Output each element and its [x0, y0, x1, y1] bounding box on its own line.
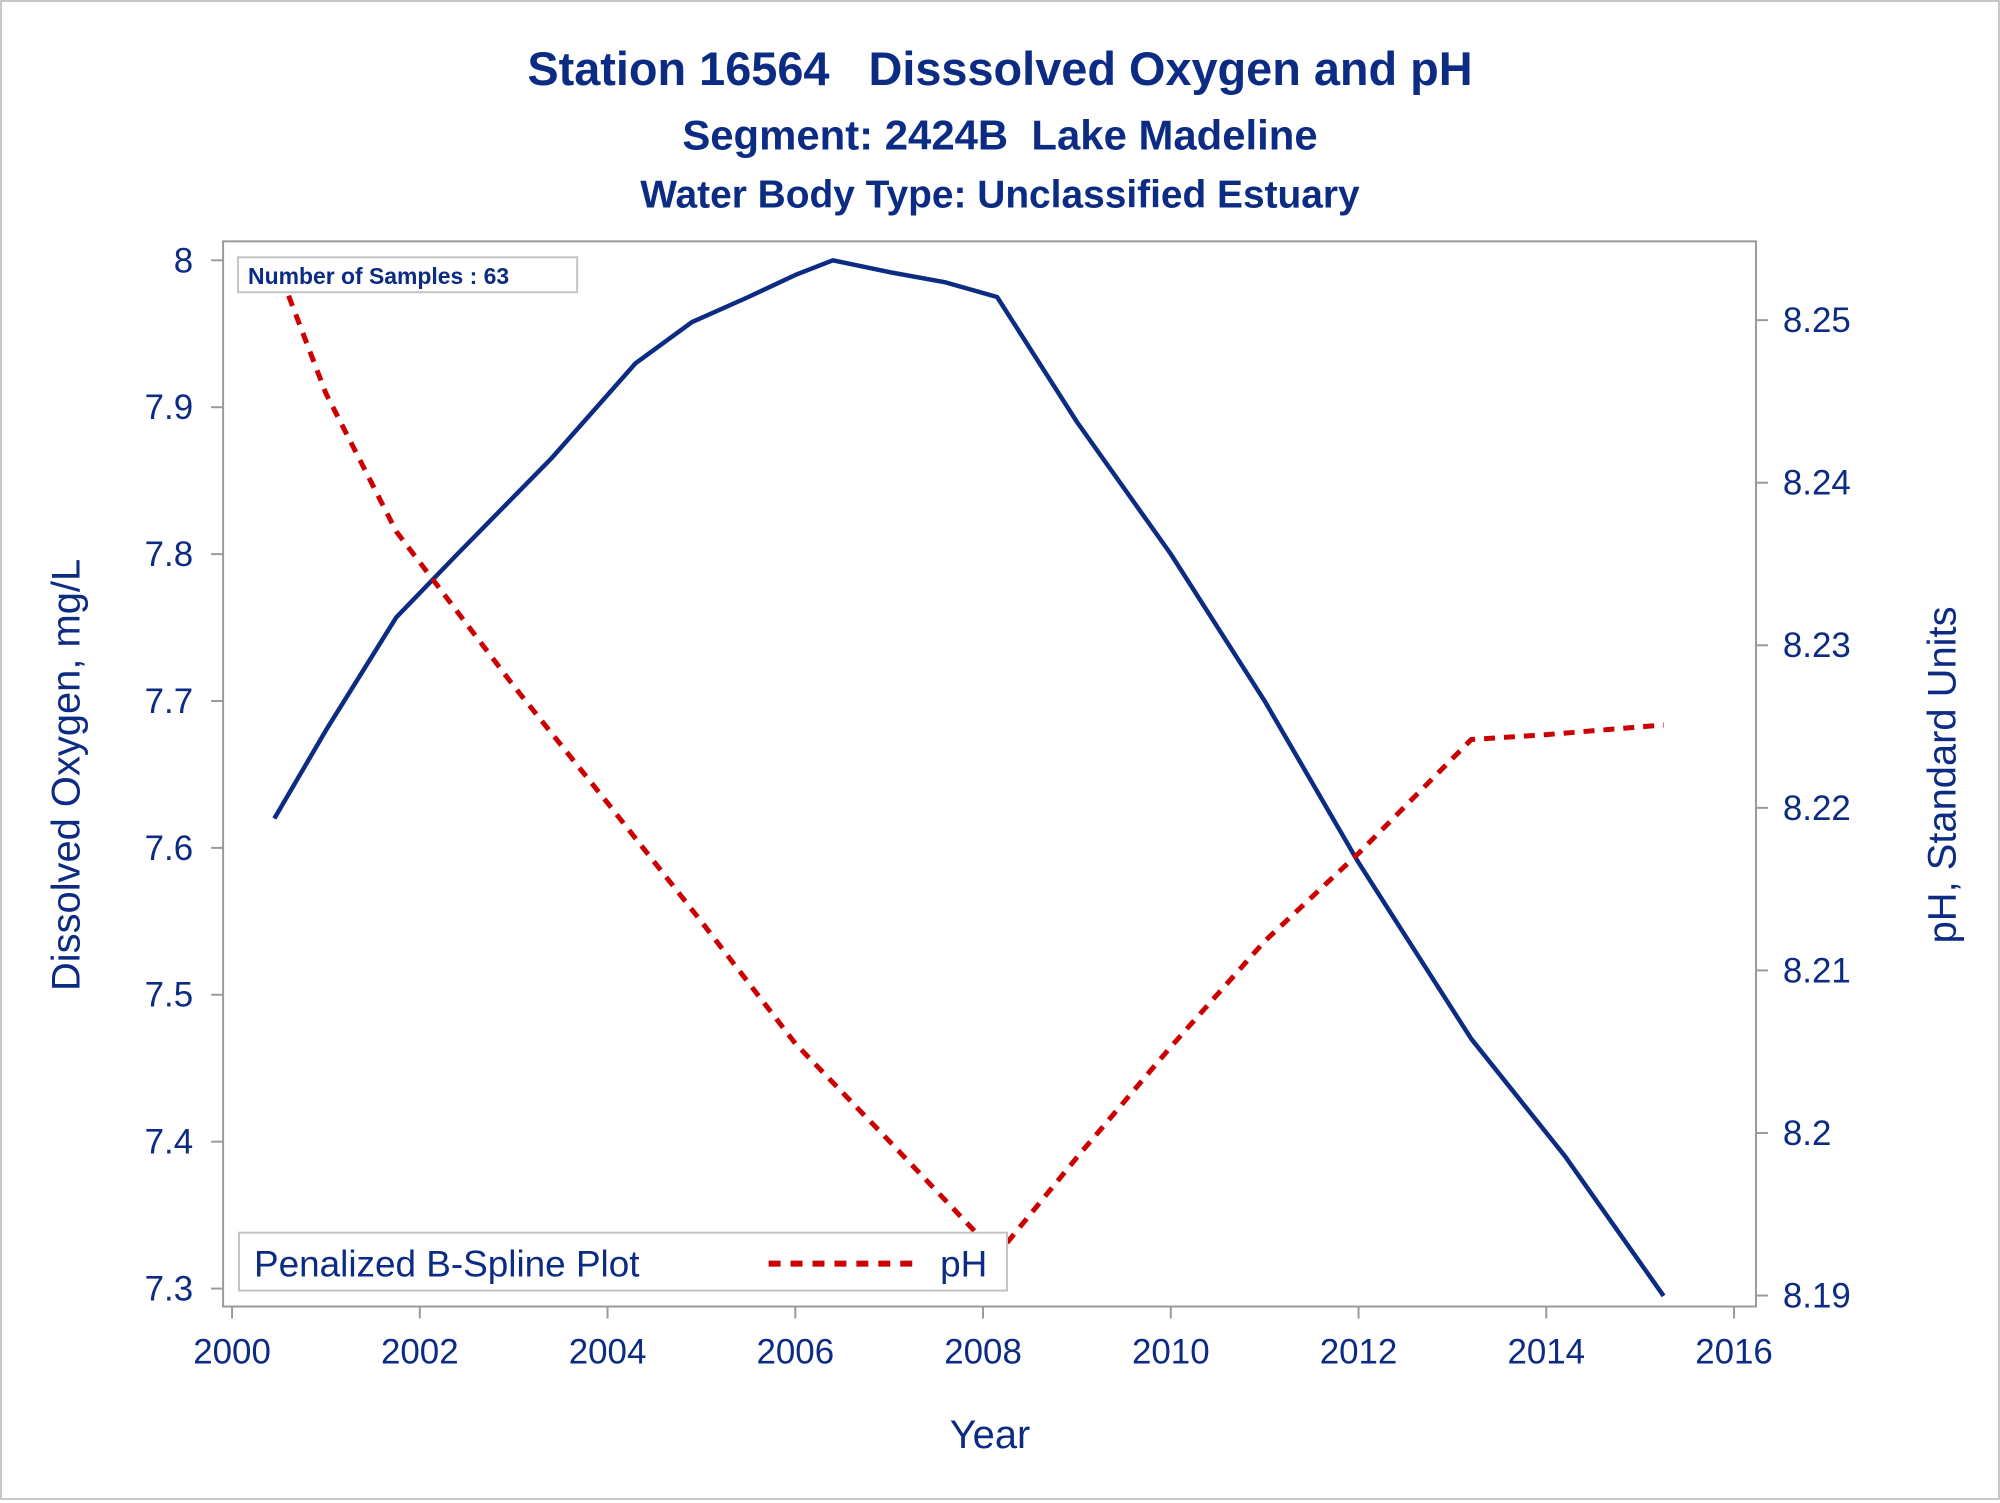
series-line-ph	[272, 257, 1664, 1258]
y2-tick-label: 8.24	[1783, 464, 1851, 503]
y-tick-label: 7.6	[145, 829, 194, 868]
y2-tick-label: 8.2	[1783, 1114, 1832, 1153]
plot-area	[222, 240, 1757, 1308]
x-tick-label: 2012	[1320, 1332, 1398, 1371]
x-tick-label: 2006	[756, 1332, 834, 1371]
x-tick-label: 2016	[1695, 1332, 1773, 1371]
chart-subtitle-2: Water Body Type: Unclassified Estuary	[640, 173, 1360, 216]
x-tick-label: 2000	[193, 1332, 271, 1371]
y2-tick-label: 8.25	[1783, 301, 1851, 340]
y-tick-label: 7.5	[145, 976, 194, 1015]
x-axis-label: Year	[950, 1413, 1031, 1457]
x-tick-label: 2014	[1507, 1332, 1585, 1371]
y-axis-ticks: 7.3 7.4 7.5 7.6 7.7 7.8 7.9 8	[145, 241, 224, 1309]
annotation-text: Number of Samples : 63	[248, 263, 509, 289]
y2-axis-ticks: 8.19 8.2 8.21 8.22 8.23 8.24 8.25	[1755, 301, 1851, 1316]
series-layer	[272, 257, 1666, 1298]
y-tick-label: 7.7	[145, 682, 194, 721]
x-tick-label: 2004	[569, 1332, 647, 1371]
annotation-box	[237, 256, 579, 294]
sample-count-annotation: Number of Samples : 63	[237, 256, 579, 294]
y-tick-label: 7.9	[145, 388, 194, 427]
y-axis-label: Dissolved Oxygen, mg/L	[44, 559, 88, 991]
legend-title: Penalized B-Spline Plot	[254, 1244, 640, 1285]
y2-tick-label: 8.22	[1783, 789, 1851, 828]
y2-tick-label: 8.19	[1783, 1277, 1851, 1316]
chart-title: Station 16564 Disssolved Oxygen and pH	[527, 43, 1472, 95]
x-tick-label: 2010	[1132, 1332, 1210, 1371]
y2-tick-label: 8.21	[1783, 951, 1851, 990]
series-line-do	[272, 258, 1666, 1298]
y-tick-label: 8	[174, 241, 193, 280]
y-tick-label: 7.4	[145, 1123, 194, 1162]
x-tick-label: 2002	[381, 1332, 459, 1371]
legend-label-ph: pH	[940, 1244, 987, 1285]
y2-axis-label: pH, Standard Units	[1920, 606, 1964, 943]
legend: Penalized B-Spline Plot pH	[238, 1231, 1008, 1292]
x-tick-label: 2008	[944, 1332, 1022, 1371]
y-tick-label: 7.8	[145, 535, 194, 574]
chart-subtitle: Segment: 2424B Lake Madeline	[682, 112, 1317, 159]
x-axis-ticks: 2000 2002 2004 2006 2008 2010 2012 2014 2016	[193, 1306, 1773, 1371]
y-tick-label: 7.3	[145, 1270, 194, 1309]
y2-tick-label: 8.23	[1783, 626, 1851, 665]
